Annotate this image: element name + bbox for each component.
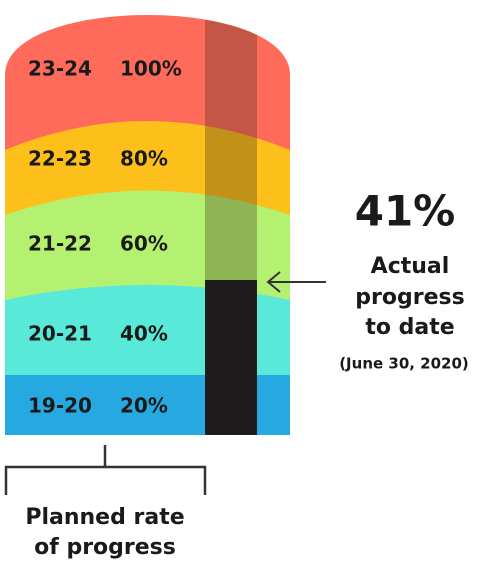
level-year: 20-21 (28, 322, 92, 346)
level-rate: 60% (120, 232, 168, 256)
actual-label: to date (365, 315, 454, 340)
level-year: 21-22 (28, 232, 92, 256)
planned-bracket (4, 445, 207, 495)
level-rate: 80% (120, 147, 168, 171)
planned-label: Planned rate (25, 505, 184, 530)
level-year: 22-23 (28, 147, 92, 171)
actual-progress-bar (205, 280, 257, 435)
arrow (266, 271, 326, 293)
progress-column (5, 15, 290, 435)
remaining-overlay (205, 15, 257, 280)
level-year: 19-20 (28, 394, 92, 418)
level-rate: 100% (120, 57, 182, 81)
planned-label: of progress (34, 535, 176, 560)
level-year: 23-24 (28, 57, 92, 81)
actual-label: Actual (371, 254, 450, 279)
actual-date: (June 30, 2020) (339, 355, 469, 373)
actual-label: progress (355, 285, 464, 310)
level-rate: 20% (120, 394, 168, 418)
level-labels: 23-24 100% 22-23 80% 21-22 60% 20-21 40% 19-20 20… (28, 57, 182, 418)
level-rate: 40% (120, 322, 168, 346)
bracket (4, 465, 207, 495)
actual-value: 41% (355, 187, 456, 236)
